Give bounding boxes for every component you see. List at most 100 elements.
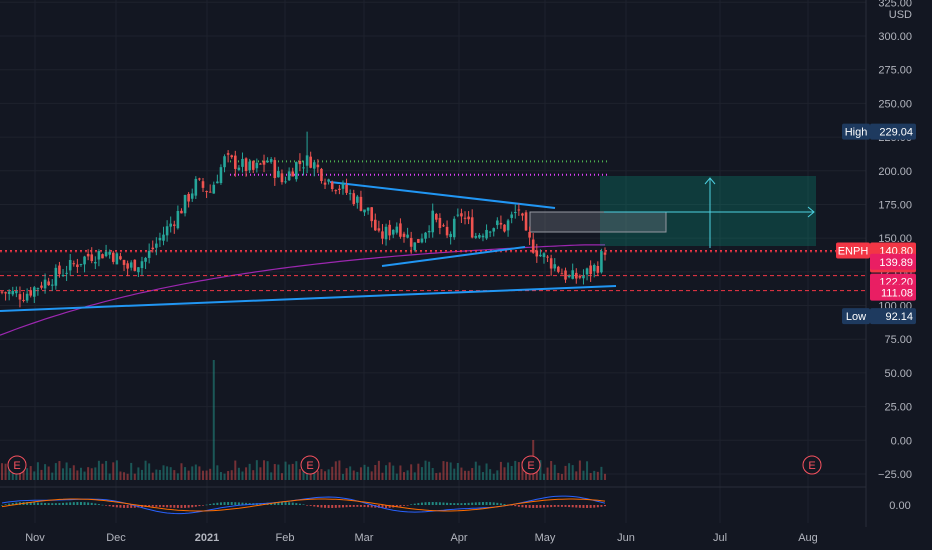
earnings-marker[interactable] xyxy=(521,455,541,475)
histogram-bar xyxy=(90,502,93,505)
histogram-bar xyxy=(198,505,201,507)
volume-bar xyxy=(334,461,337,480)
candle-body xyxy=(284,181,287,183)
candle-body xyxy=(94,262,97,264)
candle-body xyxy=(435,213,438,220)
price-tick-label: 0.00 xyxy=(891,435,912,447)
earnings-marker[interactable] xyxy=(7,455,27,475)
volume-bar xyxy=(338,460,341,480)
volume-bar xyxy=(216,465,219,480)
candle-body xyxy=(305,155,309,166)
volume-bar xyxy=(44,464,47,480)
histogram-bar xyxy=(83,502,86,505)
volume-bar xyxy=(485,463,488,480)
candle-body xyxy=(352,193,356,205)
histogram-bar xyxy=(8,503,11,505)
candle-body xyxy=(144,257,147,262)
histogram-bar xyxy=(288,502,291,505)
earnings-marker[interactable] xyxy=(802,455,822,475)
time-axis[interactable]: Nov Dec 2021 Feb Mar Apr May Jun Jul Aug xyxy=(25,532,818,544)
candle-body xyxy=(68,260,72,271)
histogram-bar xyxy=(47,503,50,505)
volume-bar xyxy=(277,464,280,480)
time-tick-label: Nov xyxy=(25,532,45,544)
last-price-symbol: ENPH xyxy=(838,246,869,258)
volume-bar xyxy=(194,464,197,480)
histogram-bar xyxy=(237,502,240,505)
candle-body xyxy=(223,156,226,168)
candle-body xyxy=(496,220,499,226)
volume-bar xyxy=(108,473,111,480)
histogram-bar xyxy=(334,505,337,508)
candle-body xyxy=(140,261,144,269)
histogram-bar xyxy=(212,503,215,505)
candle-body xyxy=(58,265,61,275)
histogram-bar xyxy=(535,505,538,508)
chart-grid xyxy=(0,0,867,527)
triangle-upper-trendline xyxy=(329,181,556,209)
earnings-marker-label: E xyxy=(527,460,534,472)
volume-bar xyxy=(492,473,495,480)
candle-body xyxy=(488,231,492,233)
volume-bar xyxy=(474,461,477,480)
histogram-bar xyxy=(184,505,187,508)
volume-bar xyxy=(557,472,560,480)
candle-body xyxy=(198,178,201,180)
histogram-bar xyxy=(115,505,118,508)
histogram-bar xyxy=(442,502,445,505)
candle-body xyxy=(413,242,417,251)
candle-body xyxy=(406,234,409,238)
candle-body xyxy=(567,276,571,278)
histogram-bar xyxy=(456,503,459,505)
volume-bar xyxy=(582,470,585,480)
candle-body xyxy=(259,163,262,165)
histogram-bar xyxy=(94,503,97,505)
candle-body xyxy=(513,212,517,214)
price-tick-label: 250.00 xyxy=(878,98,912,110)
candle-body xyxy=(0,291,4,293)
volume-bar xyxy=(442,461,445,480)
candle-body xyxy=(226,153,230,155)
volume-bar xyxy=(263,460,266,480)
histogram-bar xyxy=(571,505,574,508)
volume-bar xyxy=(94,467,97,480)
histogram-bar xyxy=(1,505,3,506)
candle-body xyxy=(564,270,567,280)
candle-body xyxy=(36,288,40,290)
candle-body xyxy=(262,160,266,165)
candle-body xyxy=(180,210,183,214)
candle-body xyxy=(452,218,456,238)
candle-body xyxy=(54,267,58,286)
histogram-bar xyxy=(564,505,567,507)
volume-bar xyxy=(202,470,204,480)
candle-body xyxy=(187,193,190,202)
candle-body xyxy=(65,272,68,274)
histogram-bar xyxy=(471,502,474,505)
volume-bar xyxy=(604,473,606,480)
candle-body xyxy=(409,237,413,247)
candle-body xyxy=(345,184,348,193)
candle-body xyxy=(442,225,445,227)
candle-body xyxy=(592,264,596,272)
histogram-bar xyxy=(277,502,280,505)
volume-bar xyxy=(227,471,230,480)
histogram-bar xyxy=(406,505,409,506)
volume-bar xyxy=(395,473,398,480)
volume-bar xyxy=(126,473,129,480)
volume-bar xyxy=(496,470,499,480)
histogram-bar xyxy=(169,505,172,508)
volume-bar xyxy=(446,461,449,480)
volume-bar xyxy=(478,465,481,480)
candle-body xyxy=(481,235,485,238)
earnings-marker[interactable] xyxy=(300,455,320,475)
volume-bar xyxy=(4,463,7,480)
price-axis[interactable]: 325.00300.00275.00250.00225.00200.00175.… xyxy=(878,0,912,481)
histogram-bar xyxy=(194,505,197,507)
histogram-bar xyxy=(589,505,592,508)
histogram-bar xyxy=(338,505,341,508)
candle-body xyxy=(169,223,172,227)
histogram-bar xyxy=(417,503,420,505)
volume-bar xyxy=(546,467,549,480)
